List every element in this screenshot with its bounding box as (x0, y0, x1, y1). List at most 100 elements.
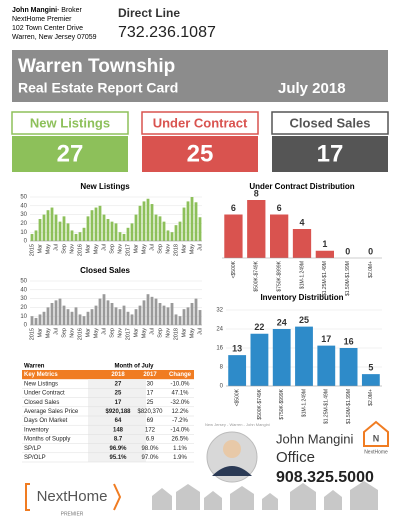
table-cell: $920,188 (105, 409, 131, 415)
y-tick-label: 50 (20, 279, 27, 285)
x-tick-label: Jul (53, 328, 59, 335)
bar (86, 311, 90, 325)
table-header-bg (22, 370, 194, 380)
bar (194, 202, 198, 241)
data-label: 1 (322, 239, 327, 249)
bar (186, 307, 190, 325)
house (176, 484, 200, 510)
bar (126, 227, 130, 241)
table-header: 2017 (143, 372, 157, 378)
bar (70, 311, 74, 325)
bar (170, 303, 174, 325)
bar (228, 355, 247, 386)
bar (190, 197, 194, 241)
bar (118, 309, 122, 325)
table-cell: 17 (147, 391, 154, 397)
table-cell: 172 (145, 427, 156, 433)
x-tick-label: Mar (37, 244, 43, 254)
bar (54, 214, 58, 241)
bar (38, 219, 42, 241)
x-tick-label: May (45, 244, 51, 255)
table-cell: 148 (113, 427, 124, 433)
y-tick-label: 30 (20, 212, 27, 218)
data-label: 5 (368, 363, 373, 373)
chart-title: Inventory Distribution (260, 293, 343, 302)
x-tick-label: Nov (165, 328, 171, 338)
card-label-box (271, 111, 389, 135)
table-title: Warren (24, 364, 45, 370)
card-label: Closed Sales (290, 115, 371, 130)
data-label: 8 (254, 188, 259, 198)
table-cell: New Listings (24, 381, 58, 387)
card-value-box (142, 136, 258, 172)
bar (162, 221, 166, 241)
table-cell: 64 (115, 418, 122, 424)
data-label: 25 (299, 315, 309, 325)
bar (162, 305, 166, 325)
card-label-box (11, 111, 129, 135)
table-cell: 25 (115, 391, 122, 397)
y-tick-label: 10 (20, 314, 27, 320)
street: 102 Town Center Drive (12, 25, 83, 32)
table-cell: -10.0% (170, 381, 190, 387)
chart-title: Under Contract Distribution (249, 182, 354, 191)
bar (186, 201, 190, 241)
bar (295, 326, 313, 386)
y-tick-label: 50 (20, 195, 27, 201)
bar (292, 229, 312, 258)
x-tick-label: Sep (109, 328, 115, 338)
bar (166, 230, 170, 241)
bar (122, 233, 126, 241)
banner-title: Warren Township (18, 56, 175, 77)
x-tick-label: May (93, 328, 99, 339)
bar (46, 210, 50, 241)
bar (30, 233, 34, 241)
bar (102, 214, 106, 241)
bar (122, 305, 126, 325)
bar (130, 314, 134, 325)
houses (152, 481, 378, 510)
table-cell: Closed Sales (24, 400, 59, 406)
bar (250, 333, 269, 386)
y-tick-label: 32 (216, 308, 223, 314)
x-tick-label: Mar (85, 244, 91, 254)
direct-phone: 732.236.1087 (118, 24, 216, 41)
table-cell: 69 (147, 418, 154, 424)
data-label: 17 (321, 334, 331, 344)
bar (194, 298, 198, 325)
photo-suit (212, 466, 252, 476)
x-tick-label: 2015 (29, 328, 35, 340)
brand-sub: PREMIER (61, 511, 84, 517)
x-tick-label: $1.25M-$1.49M (324, 389, 330, 424)
x-tick-label: 2018 (173, 244, 179, 256)
table-cell: 26.5% (171, 437, 189, 443)
bar (106, 300, 110, 325)
x-tick-label: Mar (133, 328, 139, 338)
bar (58, 298, 62, 325)
bar (82, 227, 86, 241)
bar (142, 300, 146, 325)
card-value: 25 (187, 140, 214, 167)
bar (98, 298, 102, 325)
table-cell: 6.9 (146, 437, 155, 443)
x-tick-label: $2.0M+ (368, 389, 374, 406)
table-cell: 97.0% (141, 455, 159, 461)
bar (361, 374, 380, 386)
table-header: 2018 (111, 372, 125, 378)
table-cell: SP/OLP (24, 455, 46, 461)
x-tick-label: Sep (109, 244, 115, 254)
x-tick-label: $500K-$749K (257, 388, 263, 419)
house (290, 483, 316, 510)
table-cell: -7.2% (172, 418, 188, 424)
table-cell: 27 (115, 381, 122, 387)
table-cell: SP/LP (24, 446, 41, 452)
table-cell: 98.0% (141, 446, 159, 452)
banner (12, 50, 388, 102)
bar (182, 309, 186, 325)
bar (154, 298, 158, 325)
card-value-box (272, 136, 388, 172)
office-phone: 908.325.5000 (276, 469, 374, 486)
data-label: 22 (254, 322, 264, 332)
